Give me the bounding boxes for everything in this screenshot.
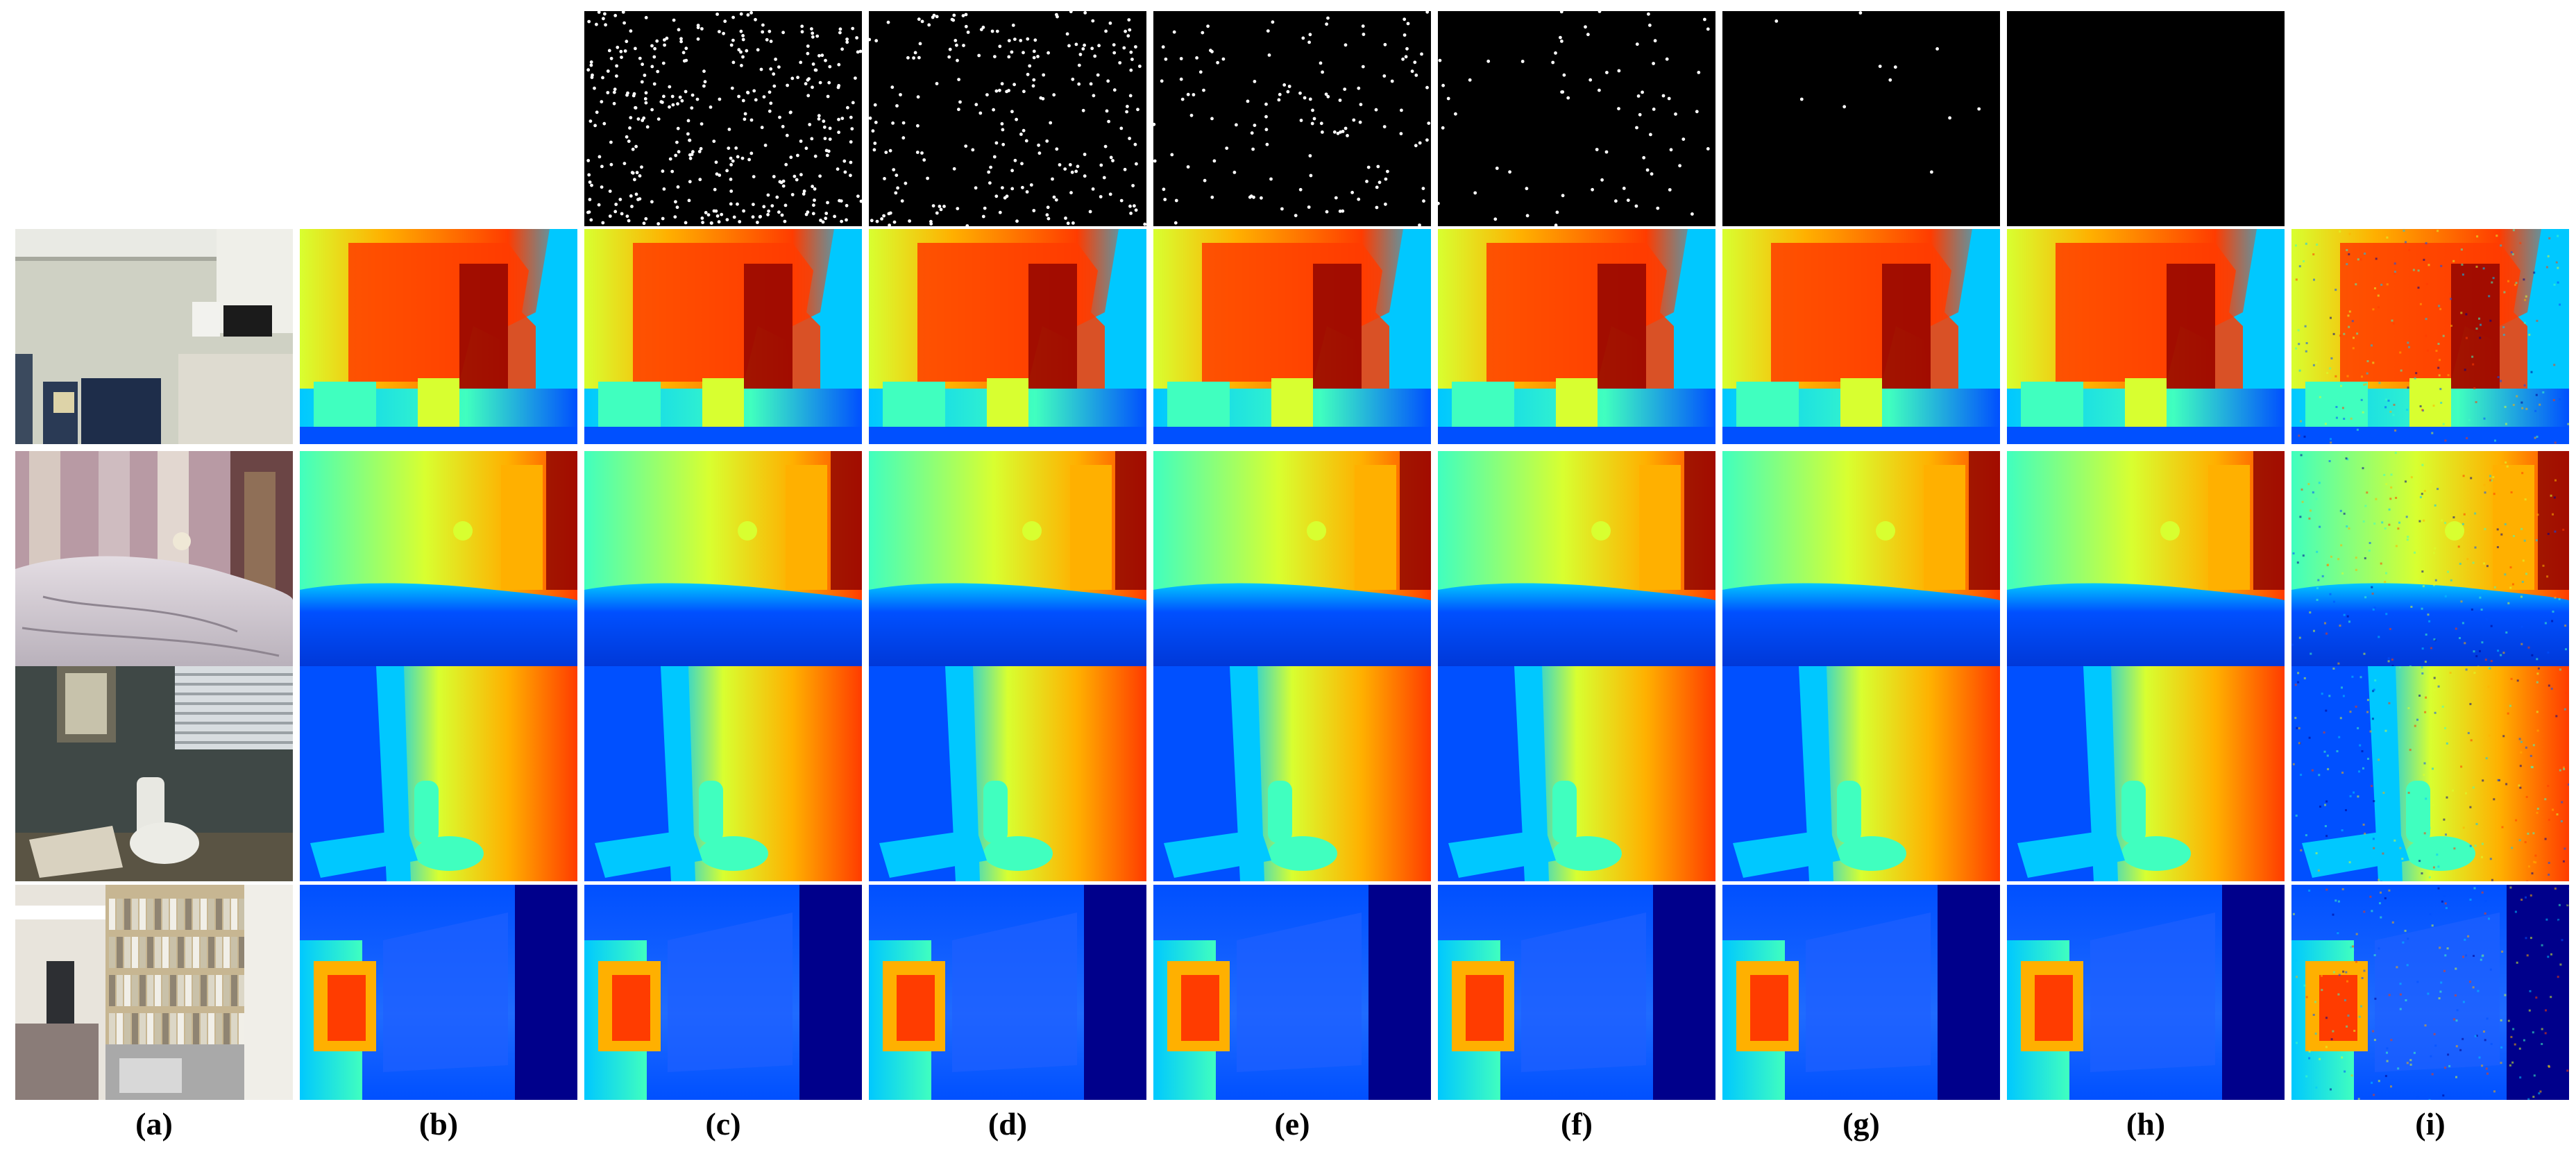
depth-map-image <box>584 666 862 881</box>
sparse-mask-image <box>1153 11 1431 226</box>
depth-map-tile <box>1153 666 1431 881</box>
depth-map-image <box>300 451 577 666</box>
depth-map-image <box>869 666 1146 881</box>
depth-map-image <box>2007 885 2285 1100</box>
depth-map-image <box>1153 451 1431 666</box>
depth-map-tile <box>2007 666 2285 881</box>
depth-map-tile <box>2007 451 2285 666</box>
depth-map-image <box>2007 229 2285 444</box>
depth-map-image <box>1438 666 1715 881</box>
depth-map-tile <box>584 666 862 881</box>
rgb-photo <box>15 229 293 444</box>
depth-map-image <box>2291 451 2569 666</box>
depth-map-tile <box>300 229 577 444</box>
depth-map-image <box>300 885 577 1100</box>
depth-map-tile <box>2007 229 2285 444</box>
depth-map-image <box>2007 451 2285 666</box>
sparse-mask-image <box>584 11 862 226</box>
sparse-mask-image <box>869 11 1146 226</box>
sparse-mask-tile <box>1153 11 1431 226</box>
depth-map-tile <box>869 885 1146 1100</box>
depth-map-image <box>2291 229 2569 444</box>
depth-map-tile <box>1722 229 2000 444</box>
rgb-photo <box>15 885 293 1100</box>
depth-map-tile <box>300 885 577 1100</box>
column-label: (f) <box>1561 1106 1593 1142</box>
depth-map-tile <box>584 229 862 444</box>
depth-map-image <box>2007 666 2285 881</box>
depth-map-image <box>1438 451 1715 666</box>
depth-map-tile <box>1153 229 1431 444</box>
depth-map-tile <box>1722 451 2000 666</box>
depth-map-image <box>584 451 862 666</box>
depth-map-image <box>2291 666 2569 881</box>
depth-map-tile <box>1438 451 1715 666</box>
depth-map-tile <box>1153 451 1431 666</box>
depth-map-tile <box>869 451 1146 666</box>
depth-map-image <box>869 885 1146 1100</box>
depth-map-tile <box>2291 229 2569 444</box>
depth-map-image <box>1153 885 1431 1100</box>
sparse-mask-tile <box>1722 11 2000 226</box>
rgb-photo <box>15 666 293 881</box>
column-label: (d) <box>988 1106 1028 1142</box>
rgb-image-tile <box>15 666 293 881</box>
depth-map-tile <box>584 451 862 666</box>
depth-map-tile <box>1153 885 1431 1100</box>
depth-map-image <box>1438 885 1715 1100</box>
depth-map-tile <box>1722 666 2000 881</box>
depth-map-image <box>1722 451 2000 666</box>
column-label: (g) <box>1842 1106 1880 1142</box>
sparse-mask-image <box>1722 11 2000 226</box>
sparse-mask-tile <box>869 11 1146 226</box>
sparse-mask-image <box>2007 11 2285 226</box>
rgb-image-tile <box>15 885 293 1100</box>
depth-map-tile <box>1438 666 1715 881</box>
depth-map-tile <box>2291 666 2569 881</box>
depth-map-image <box>1438 229 1715 444</box>
depth-map-tile <box>2291 885 2569 1100</box>
depth-map-image <box>584 885 862 1100</box>
depth-map-image <box>584 229 862 444</box>
depth-map-image <box>869 229 1146 444</box>
depth-map-tile <box>300 451 577 666</box>
column-label: (i) <box>2415 1106 2446 1142</box>
column-label: (b) <box>418 1106 459 1142</box>
depth-map-image <box>1722 229 2000 444</box>
depth-map-tile <box>1722 885 2000 1100</box>
depth-map-image <box>1153 229 1431 444</box>
rgb-image-tile <box>15 451 293 666</box>
column-label: (c) <box>705 1106 741 1142</box>
depth-map-image <box>869 451 1146 666</box>
sparse-mask-tile <box>584 11 862 226</box>
column-label: (a) <box>135 1106 173 1142</box>
depth-map-image <box>300 229 577 444</box>
depth-map-tile <box>1438 229 1715 444</box>
depth-map-image <box>300 666 577 881</box>
depth-map-tile <box>1438 885 1715 1100</box>
column-label: (h) <box>2126 1106 2166 1142</box>
depth-map-image <box>1722 885 2000 1100</box>
depth-map-image <box>1153 666 1431 881</box>
depth-map-tile <box>869 666 1146 881</box>
sparse-mask-tile <box>1438 11 1715 226</box>
rgb-image-tile <box>15 229 293 444</box>
depth-map-tile <box>300 666 577 881</box>
depth-map-tile <box>869 229 1146 444</box>
depth-map-image <box>2291 885 2569 1100</box>
depth-map-tile <box>2007 885 2285 1100</box>
depth-map-tile <box>2291 451 2569 666</box>
sparse-mask-tile <box>2007 11 2285 226</box>
rgb-photo <box>15 451 293 666</box>
sparse-mask-image <box>1438 11 1715 226</box>
column-label: (e) <box>1274 1106 1310 1142</box>
depth-map-image <box>1722 666 2000 881</box>
depth-map-tile <box>584 885 862 1100</box>
